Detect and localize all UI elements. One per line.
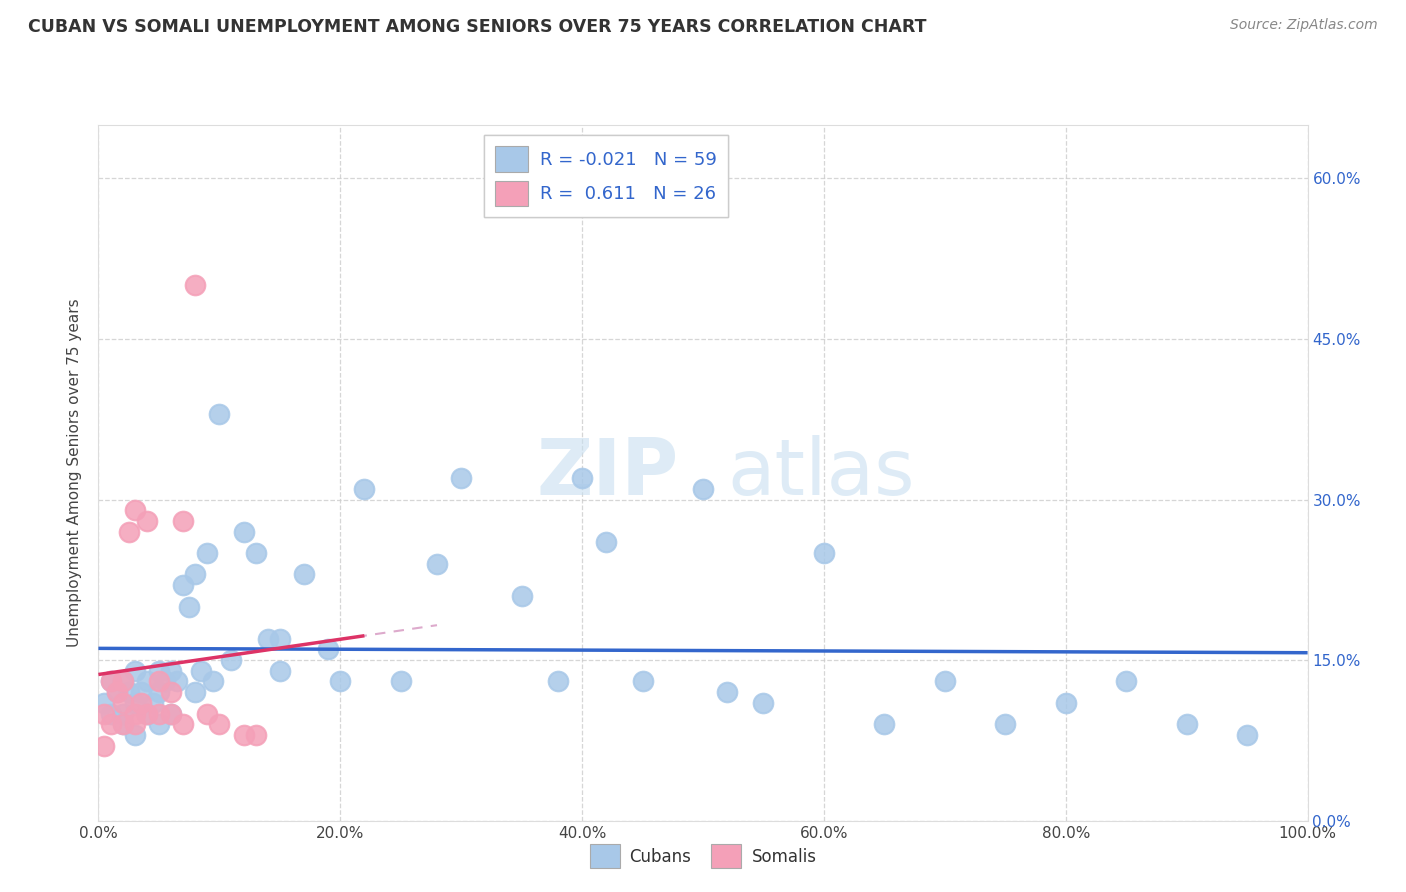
Point — [124, 664, 146, 678]
Point — [124, 696, 146, 710]
Point — [142, 696, 165, 710]
Point — [172, 578, 194, 592]
Point — [353, 482, 375, 496]
Point — [184, 278, 207, 293]
Y-axis label: Unemployment Among Seniors over 75 years: Unemployment Among Seniors over 75 years — [67, 299, 83, 647]
Point — [752, 696, 775, 710]
Point — [118, 685, 141, 699]
Point — [232, 728, 254, 742]
Point — [105, 685, 128, 699]
Point — [232, 524, 254, 539]
Point — [934, 674, 956, 689]
Point — [873, 717, 896, 731]
Point — [100, 717, 122, 731]
Point — [124, 503, 146, 517]
Point — [208, 407, 231, 421]
Point — [100, 706, 122, 721]
Point — [153, 674, 176, 689]
Point — [111, 717, 134, 731]
Point — [1175, 717, 1198, 731]
Point — [93, 696, 115, 710]
Point — [129, 696, 152, 710]
Point — [129, 685, 152, 699]
Point — [93, 739, 115, 753]
Point — [100, 674, 122, 689]
Point — [111, 696, 134, 710]
Point — [510, 589, 533, 603]
Point — [148, 717, 170, 731]
Point — [208, 717, 231, 731]
Point — [118, 524, 141, 539]
Point — [184, 685, 207, 699]
Point — [426, 557, 449, 571]
Point — [450, 471, 472, 485]
Point — [316, 642, 339, 657]
Point — [148, 706, 170, 721]
Point — [105, 685, 128, 699]
Point — [124, 717, 146, 731]
Point — [111, 674, 134, 689]
Point — [148, 685, 170, 699]
Point — [547, 674, 569, 689]
Point — [329, 674, 352, 689]
Point — [160, 706, 183, 721]
Point — [389, 674, 412, 689]
Point — [172, 514, 194, 528]
Point — [631, 674, 654, 689]
Text: CUBAN VS SOMALI UNEMPLOYMENT AMONG SENIORS OVER 75 YEARS CORRELATION CHART: CUBAN VS SOMALI UNEMPLOYMENT AMONG SENIO… — [28, 18, 927, 36]
Point — [716, 685, 738, 699]
Point — [256, 632, 278, 646]
Point — [124, 728, 146, 742]
Point — [994, 717, 1017, 731]
Point — [195, 706, 218, 721]
Legend: R = -0.021   N = 59, R =  0.611   N = 26: R = -0.021 N = 59, R = 0.611 N = 26 — [485, 136, 728, 217]
Point — [1115, 674, 1137, 689]
Text: atlas: atlas — [727, 434, 915, 511]
Point — [148, 674, 170, 689]
Point — [571, 471, 593, 485]
Point — [292, 567, 315, 582]
Point — [245, 546, 267, 560]
Point — [202, 674, 225, 689]
Point — [195, 546, 218, 560]
Point — [93, 706, 115, 721]
Point — [245, 728, 267, 742]
Point — [221, 653, 243, 667]
Point — [160, 664, 183, 678]
Text: ZIP: ZIP — [537, 434, 679, 511]
Point — [692, 482, 714, 496]
Point — [1054, 696, 1077, 710]
Point — [269, 632, 291, 646]
Point — [124, 706, 146, 721]
Point — [190, 664, 212, 678]
Point — [135, 706, 157, 721]
Point — [100, 674, 122, 689]
Text: Source: ZipAtlas.com: Source: ZipAtlas.com — [1230, 18, 1378, 32]
Point — [160, 685, 183, 699]
Point — [135, 674, 157, 689]
Point — [111, 674, 134, 689]
Point — [160, 706, 183, 721]
Point — [179, 599, 201, 614]
Point — [111, 717, 134, 731]
Point — [269, 664, 291, 678]
Point — [1236, 728, 1258, 742]
Point — [166, 674, 188, 689]
Point — [135, 706, 157, 721]
Legend: Cubans, Somalis: Cubans, Somalis — [583, 838, 823, 875]
Point — [135, 514, 157, 528]
Point — [172, 717, 194, 731]
Point — [148, 664, 170, 678]
Point — [813, 546, 835, 560]
Point — [111, 706, 134, 721]
Point — [184, 567, 207, 582]
Point — [595, 535, 617, 549]
